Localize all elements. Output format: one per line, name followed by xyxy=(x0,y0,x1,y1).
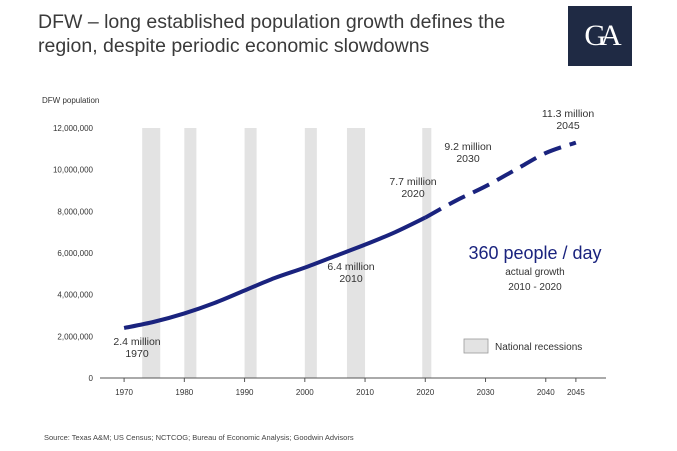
x-tick-label: 2030 xyxy=(477,388,495,397)
y-tick-label: 0 xyxy=(89,374,94,383)
y-tick-label: 6,000,000 xyxy=(57,249,93,258)
y-axis-label: DFW population xyxy=(42,96,99,105)
y-tick-label: 8,000,000 xyxy=(57,207,93,216)
annotation-year: 2030 xyxy=(456,153,480,165)
y-tick-label: 10,000,000 xyxy=(53,166,94,175)
annotation-value: 6.4 million xyxy=(327,261,374,273)
logo-text: GA xyxy=(584,19,621,52)
historical-line xyxy=(123,215,427,330)
recession-bar xyxy=(346,128,366,378)
x-tick-label: 1980 xyxy=(175,388,193,397)
annotation-value: 11.3 million xyxy=(542,108,594,120)
y-tick-label: 2,000,000 xyxy=(57,332,93,341)
growth-subtext-1: actual growth xyxy=(505,267,564,278)
growth-headline: 360 people / day xyxy=(468,243,601,263)
growth-subtext-2: 2010 - 2020 xyxy=(508,282,562,293)
projected-line xyxy=(424,140,577,220)
legend: National recessions xyxy=(463,338,582,354)
recession-bar xyxy=(244,128,257,378)
recession-bar xyxy=(304,128,317,378)
annotation-year: 2020 xyxy=(401,188,425,200)
x-tick-label: 2045 xyxy=(567,388,585,397)
recession-bar xyxy=(422,128,432,378)
axes: DFW population 0 2,000,000 4,000,000 6,000,… xyxy=(42,96,606,397)
annotation-value: 7.7 million xyxy=(389,176,436,188)
x-tick-label: 2000 xyxy=(296,388,314,397)
source-note: Source: Texas A&M; US Census; NCTCOG; Bu… xyxy=(44,433,354,442)
recession-bar xyxy=(184,128,197,378)
legend-label: National recessions xyxy=(495,342,582,353)
annotation-value: 2.4 million xyxy=(113,336,160,348)
x-tick-label: 2010 xyxy=(356,388,374,397)
y-tick-label: 4,000,000 xyxy=(57,291,93,300)
x-tick-label: 1990 xyxy=(236,388,254,397)
legend-swatch xyxy=(463,338,489,354)
series-lines xyxy=(123,140,577,330)
company-logo: GA xyxy=(568,6,632,66)
page-title: DFW – long established population growth… xyxy=(38,11,506,57)
x-tick-label: 1970 xyxy=(115,388,133,397)
y-tick-label: 12,000,000 xyxy=(53,124,94,133)
annotation-year: 1970 xyxy=(125,348,149,360)
growth-callout: 360 people / day actual growth 2010 - 20… xyxy=(468,243,601,293)
annotation-year: 2045 xyxy=(556,120,580,132)
annotation-value: 9.2 million xyxy=(444,141,491,153)
recession-bar xyxy=(142,128,161,378)
x-tick-label: 2020 xyxy=(416,388,434,397)
recession-bars xyxy=(142,128,432,378)
x-tick-label: 2040 xyxy=(537,388,555,397)
annotation-year: 2010 xyxy=(339,273,363,285)
